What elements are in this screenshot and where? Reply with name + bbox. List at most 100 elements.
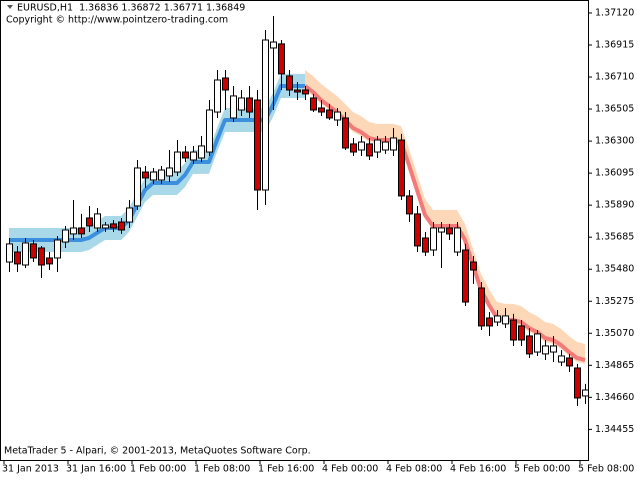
y-tick-label: 1.36095: [595, 168, 634, 179]
candle-body: [46, 257, 53, 265]
candle-body: [534, 333, 541, 353]
candle-body: [238, 97, 245, 111]
candle-body: [134, 167, 141, 207]
candle-body: [246, 97, 253, 113]
candle-body: [278, 43, 285, 75]
y-tick-label: 1.36505: [595, 104, 634, 115]
candle-body: [62, 229, 69, 243]
candle-body: [86, 217, 93, 227]
x-tick-label: 1 Feb 16:00: [258, 464, 314, 475]
candle-body: [358, 141, 365, 151]
candle-body: [430, 227, 437, 251]
candle-body: [262, 39, 269, 191]
candle-body: [206, 109, 213, 153]
y-tick-label: 1.37120: [595, 7, 634, 18]
x-tick-label: 5 Feb 08:00: [578, 464, 634, 475]
candle-body: [126, 207, 133, 223]
x-tick-label: 4 Feb 08:00: [386, 464, 442, 475]
candle-body: [518, 325, 525, 341]
candle-body: [342, 117, 349, 149]
candle-body: [542, 345, 549, 355]
candle-body: [286, 75, 293, 91]
candle-body: [190, 151, 197, 161]
candle-body: [254, 99, 261, 191]
candle-body: [94, 213, 101, 229]
chart-title: EURUSD,H1 1.36836 1.36872 1.36771 1.3684…: [17, 3, 245, 14]
x-tick-label: 5 Feb 00:00: [514, 464, 570, 475]
candle-body: [558, 355, 565, 363]
candle-body: [166, 167, 173, 177]
x-tick-label: 4 Feb 16:00: [450, 464, 506, 475]
candle-body: [158, 169, 165, 181]
candle-body: [102, 224, 109, 229]
candle-body: [70, 227, 77, 235]
candle-body: [6, 243, 13, 263]
candle-body: [118, 221, 125, 231]
candle-body: [414, 213, 421, 247]
y-tick-label: 1.36710: [595, 72, 634, 83]
candle-body: [382, 141, 389, 151]
candle-body: [14, 251, 21, 265]
candle-body: [438, 227, 445, 233]
candle-body: [318, 107, 325, 113]
candle-body: [54, 239, 61, 259]
candle-body: [110, 223, 117, 229]
candle-body: [30, 243, 37, 259]
x-tick-label: 31 Jan 2013: [2, 464, 59, 475]
trend-line: [303, 84, 586, 362]
candle-body: [502, 315, 509, 325]
candle-body: [294, 89, 301, 93]
x-tick-label: 31 Jan 16:00: [66, 464, 126, 475]
candle-body: [310, 97, 317, 111]
candle-body: [446, 227, 453, 235]
chart-footer: MetaTrader 5 - Alpari, © 2001-2013, Meta…: [4, 446, 311, 457]
plot-area: [6, 15, 589, 406]
candle-body: [470, 261, 477, 271]
candle-body: [494, 315, 501, 323]
candle-body: [198, 145, 205, 159]
y-tick-label: 1.35275: [595, 296, 634, 307]
chart-subtitle: Copyright © http://www.pointzero-trading…: [6, 15, 228, 26]
candle-body: [214, 79, 221, 113]
y-tick-label: 1.36300: [595, 136, 634, 147]
y-tick-label: 1.36915: [595, 40, 634, 51]
x-tick-label: 4 Feb 00:00: [322, 464, 378, 475]
candle-body: [550, 345, 557, 353]
candle-body: [478, 287, 485, 327]
candle-body: [270, 41, 277, 49]
candle-body: [222, 77, 229, 91]
candle-body: [334, 111, 341, 121]
candle-body: [174, 151, 181, 173]
candle-body: [374, 139, 381, 153]
candle-body: [526, 335, 533, 355]
candle-body: [22, 242, 29, 266]
x-tick-label: 1 Feb 00:00: [130, 464, 186, 475]
candle-body: [142, 171, 149, 179]
candle-body: [230, 95, 237, 119]
candle-body: [422, 237, 429, 253]
y-tick-label: 1.35070: [595, 328, 634, 339]
candle-body: [486, 317, 493, 327]
y-tick-label: 1.34660: [595, 392, 634, 403]
band: [305, 70, 585, 364]
x-tick-label: 1 Feb 08:00: [194, 464, 250, 475]
candle-body: [566, 357, 573, 367]
collapse-icon[interactable]: [7, 5, 13, 9]
y-tick-label: 1.35685: [595, 232, 634, 243]
candle-body: [462, 249, 469, 303]
candle-body: [302, 89, 309, 95]
candle-body: [366, 143, 373, 157]
candle-body: [390, 137, 397, 151]
plot-frame: [0, 0, 589, 461]
candle-body: [38, 247, 45, 266]
y-tick-label: 1.35480: [595, 264, 634, 275]
candle-body: [510, 319, 517, 341]
candle-body: [78, 227, 85, 235]
candle-body: [574, 367, 581, 399]
y-tick-label: 1.35890: [595, 200, 634, 211]
y-tick-label: 1.34455: [595, 424, 634, 435]
candle-body: [406, 195, 413, 215]
candle-body: [582, 389, 589, 397]
